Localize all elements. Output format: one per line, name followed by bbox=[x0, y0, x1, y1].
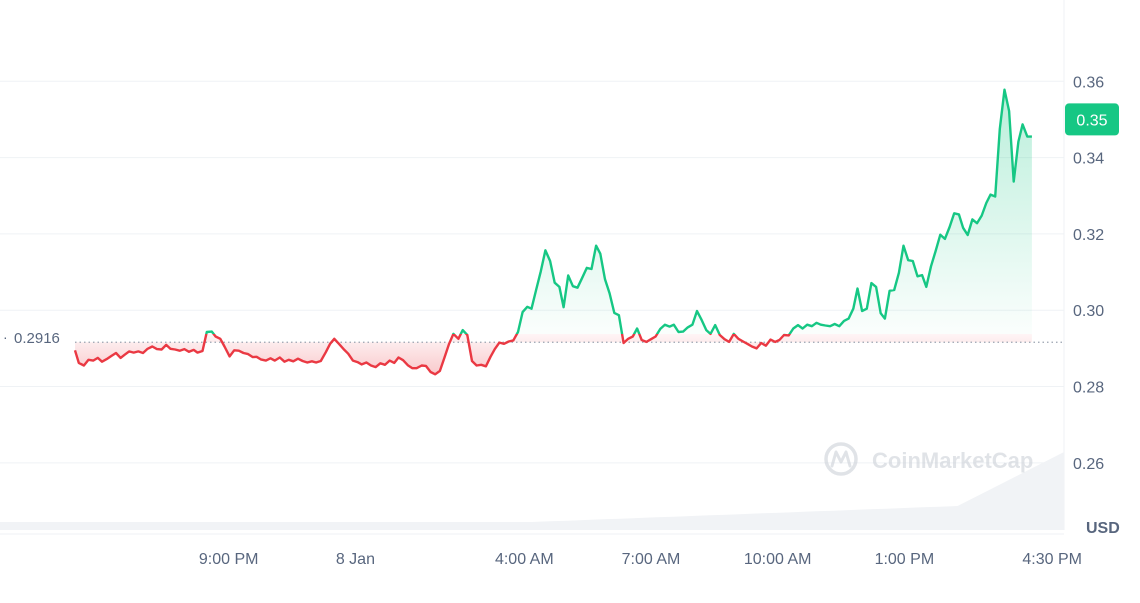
baseline-marker-icon: · bbox=[3, 329, 8, 345]
x-tick-label: 1:00 PM bbox=[875, 551, 935, 568]
price-line-down bbox=[73, 334, 792, 376]
watermark-text: CoinMarketCap bbox=[872, 448, 1033, 473]
y-tick-label: 0.36 bbox=[1073, 74, 1104, 91]
price-area-fill bbox=[75, 89, 1032, 375]
area-below-baseline bbox=[75, 334, 1032, 375]
y-tick-label: 0.30 bbox=[1073, 303, 1104, 320]
y-tick-label: 0.28 bbox=[1073, 380, 1104, 397]
x-tick-label: 10:00 AM bbox=[744, 551, 812, 568]
currency-label: USD bbox=[1086, 520, 1120, 537]
x-tick-label: 8 Jan bbox=[336, 551, 375, 568]
x-tick-label: 4:30 PM bbox=[1022, 551, 1082, 568]
current-price-badge: 0.35 bbox=[1065, 103, 1119, 136]
x-tick-label: 9:00 PM bbox=[199, 551, 259, 568]
y-tick-label: 0.34 bbox=[1073, 151, 1104, 168]
coinmarketcap-watermark: CoinMarketCap bbox=[824, 442, 1033, 476]
area-above-baseline bbox=[206, 89, 1032, 334]
current-price-badge-bg bbox=[1065, 103, 1119, 136]
price-line-up bbox=[205, 88, 1032, 334]
x-tick-label: 7:00 AM bbox=[622, 551, 681, 568]
volume-shape bbox=[0, 452, 1064, 530]
x-tick-label: 4:00 AM bbox=[495, 551, 554, 568]
volume-area bbox=[0, 452, 1064, 530]
x-axis-labels: 9:00 PM 8 Jan 4:00 AM 7:00 AM 10:00 AM 1:00 P… bbox=[199, 551, 1082, 568]
baseline-label: 0.2916 bbox=[14, 330, 60, 347]
current-price-value: 0.35 bbox=[1076, 112, 1107, 129]
coinmarketcap-logo-wave bbox=[830, 450, 852, 468]
coinmarketcap-logo-icon bbox=[824, 442, 858, 476]
price-line bbox=[73, 88, 1032, 376]
y-tick-label: 0.32 bbox=[1073, 227, 1104, 244]
y-tick-label: 0.26 bbox=[1073, 456, 1104, 473]
y-axis-labels: 0.26 0.28 0.30 0.32 0.34 0.36 bbox=[1073, 74, 1104, 473]
